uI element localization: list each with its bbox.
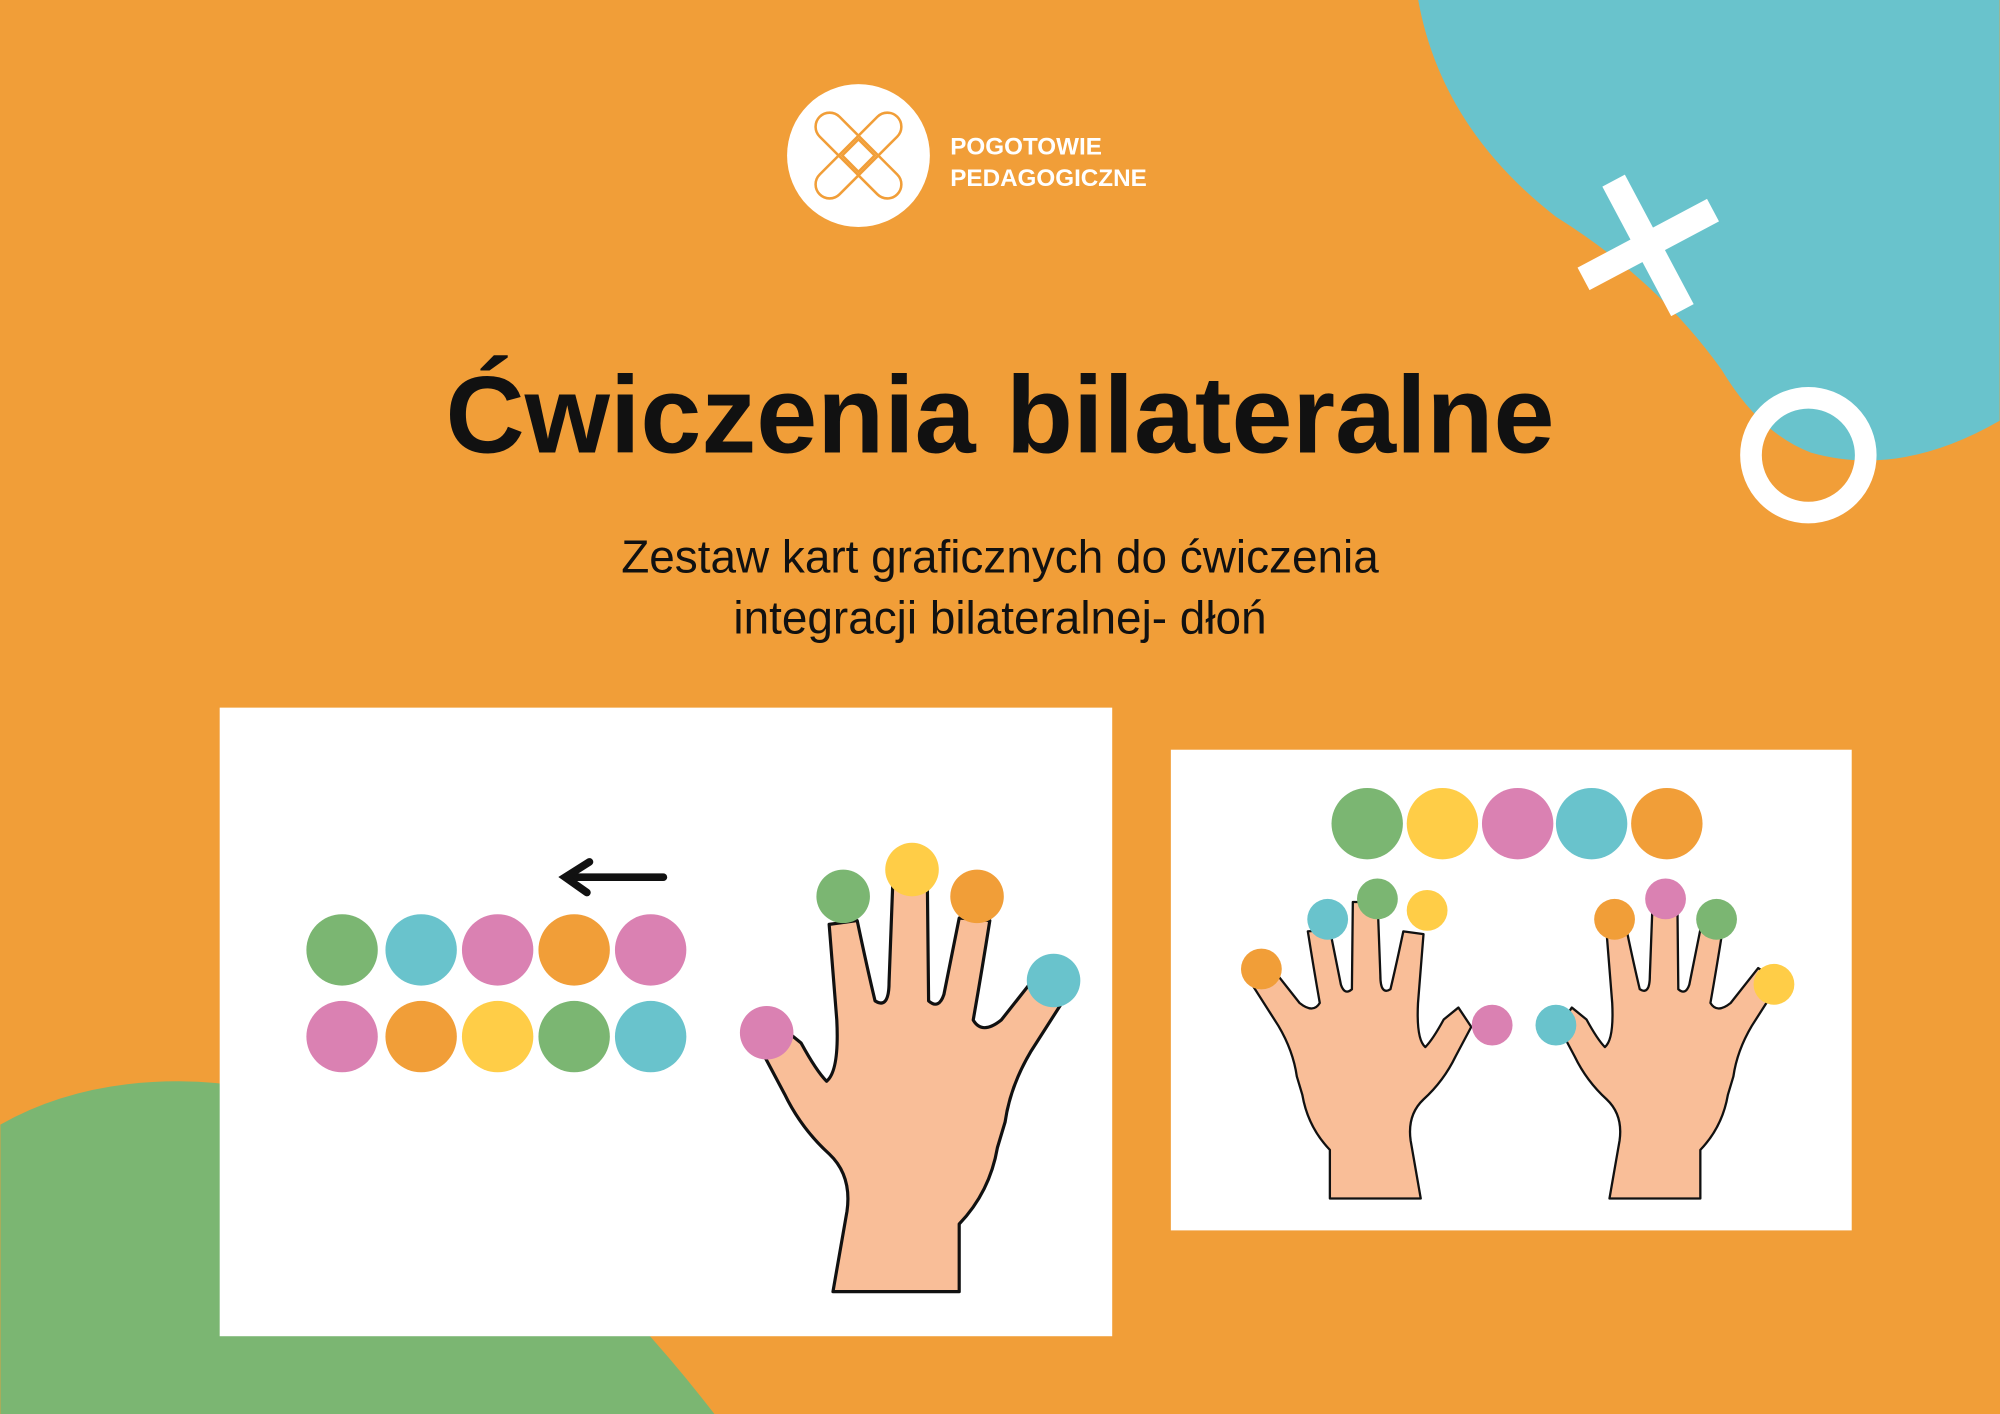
color-dot-pink bbox=[614, 914, 687, 986]
left-arrow-icon bbox=[558, 858, 668, 897]
color-dot-teal bbox=[1555, 787, 1628, 860]
fingertip-dot-pink bbox=[739, 1005, 794, 1060]
card-single-hand bbox=[219, 707, 1113, 1337]
page-title: Ćwiczenia bilateralne bbox=[446, 355, 1555, 477]
color-dot-yellow bbox=[1406, 787, 1479, 860]
fingertip-dot-yellow bbox=[885, 842, 939, 897]
o-shape bbox=[1740, 386, 1877, 524]
subtitle-line-2: integracji bilateralnej- dłoń bbox=[733, 592, 1266, 644]
color-dot-pink bbox=[461, 914, 534, 986]
hand-outline bbox=[761, 878, 1071, 1294]
brand-line-1: POGOTOWIE bbox=[950, 133, 1102, 160]
fingertip-dot-orange bbox=[950, 869, 1004, 924]
color-dot-pink bbox=[1481, 787, 1554, 860]
fingertip-dot-green bbox=[816, 869, 870, 924]
logo: POGOTOWIE PEDAGOGICZNE bbox=[787, 84, 1147, 227]
color-dot-orange bbox=[538, 914, 610, 986]
left-fingertip-dot-green bbox=[1357, 878, 1398, 920]
color-dot-green bbox=[306, 914, 378, 986]
color-dot-teal bbox=[385, 914, 457, 986]
teal-blob bbox=[1418, 0, 2000, 461]
fingertip-dot-teal bbox=[1026, 953, 1081, 1008]
color-dot-orange bbox=[385, 1000, 457, 1073]
left-fingertip-dot-orange bbox=[1240, 948, 1282, 990]
left-hand-illustration bbox=[1249, 900, 1473, 1200]
color-dot-pink bbox=[306, 1000, 378, 1073]
left-fingertip-dot-teal bbox=[1307, 898, 1349, 940]
right-fingertip-dot-pink bbox=[1645, 878, 1686, 920]
right-fingertip-dot-green bbox=[1696, 898, 1737, 940]
hand-outline bbox=[1557, 900, 1781, 1200]
left-fingertip-dot-yellow bbox=[1406, 889, 1448, 931]
x-shape bbox=[1577, 174, 1719, 317]
hand-illustration bbox=[761, 878, 1071, 1294]
hand-outline bbox=[1249, 900, 1473, 1200]
color-dot-green bbox=[1331, 787, 1403, 860]
right-fingertip-dot-yellow bbox=[1753, 963, 1795, 1005]
left-fingertip-dot-pink bbox=[1471, 1004, 1513, 1046]
right-fingertip-dot-teal bbox=[1535, 1004, 1577, 1046]
card-two-hands bbox=[1170, 749, 1852, 1231]
color-dot-green bbox=[538, 1000, 610, 1073]
brand-line-2: PEDAGOGICZNE bbox=[950, 165, 1146, 192]
right-hand-illustration bbox=[1557, 900, 1781, 1200]
subtitle-line-1: Zestaw kart graficznych do ćwiczenia bbox=[621, 530, 1379, 582]
right-fingertip-dot-orange bbox=[1594, 898, 1635, 940]
bandage-pencil-icon bbox=[814, 111, 903, 200]
color-dot-teal bbox=[614, 1000, 687, 1073]
color-dot-yellow bbox=[461, 1000, 534, 1073]
color-dot-orange bbox=[1631, 787, 1703, 860]
